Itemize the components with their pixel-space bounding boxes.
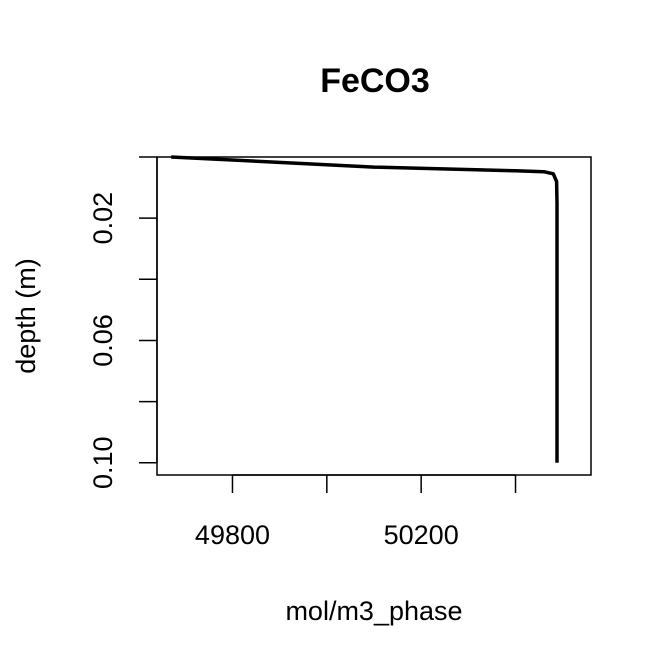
y-tick-label: 0.10 (88, 436, 118, 489)
x-tick-label: 50200 (384, 520, 459, 550)
x-axis: 49800 50200 (195, 474, 517, 550)
y-tick-label: 0.06 (88, 314, 118, 367)
y-axis-label: depth (m) (11, 258, 41, 374)
series-line (171, 155, 559, 463)
chart-title: FeCO3 (320, 62, 430, 100)
y-axis: 0.02 0.06 0.10 (88, 156, 158, 489)
x-axis-label: mol/m3_phase (285, 596, 462, 626)
plot-frame (156, 156, 592, 476)
y-tick-label: 0.02 (88, 192, 118, 245)
x-tick-label: 49800 (195, 520, 270, 550)
series-layer (171, 155, 559, 463)
